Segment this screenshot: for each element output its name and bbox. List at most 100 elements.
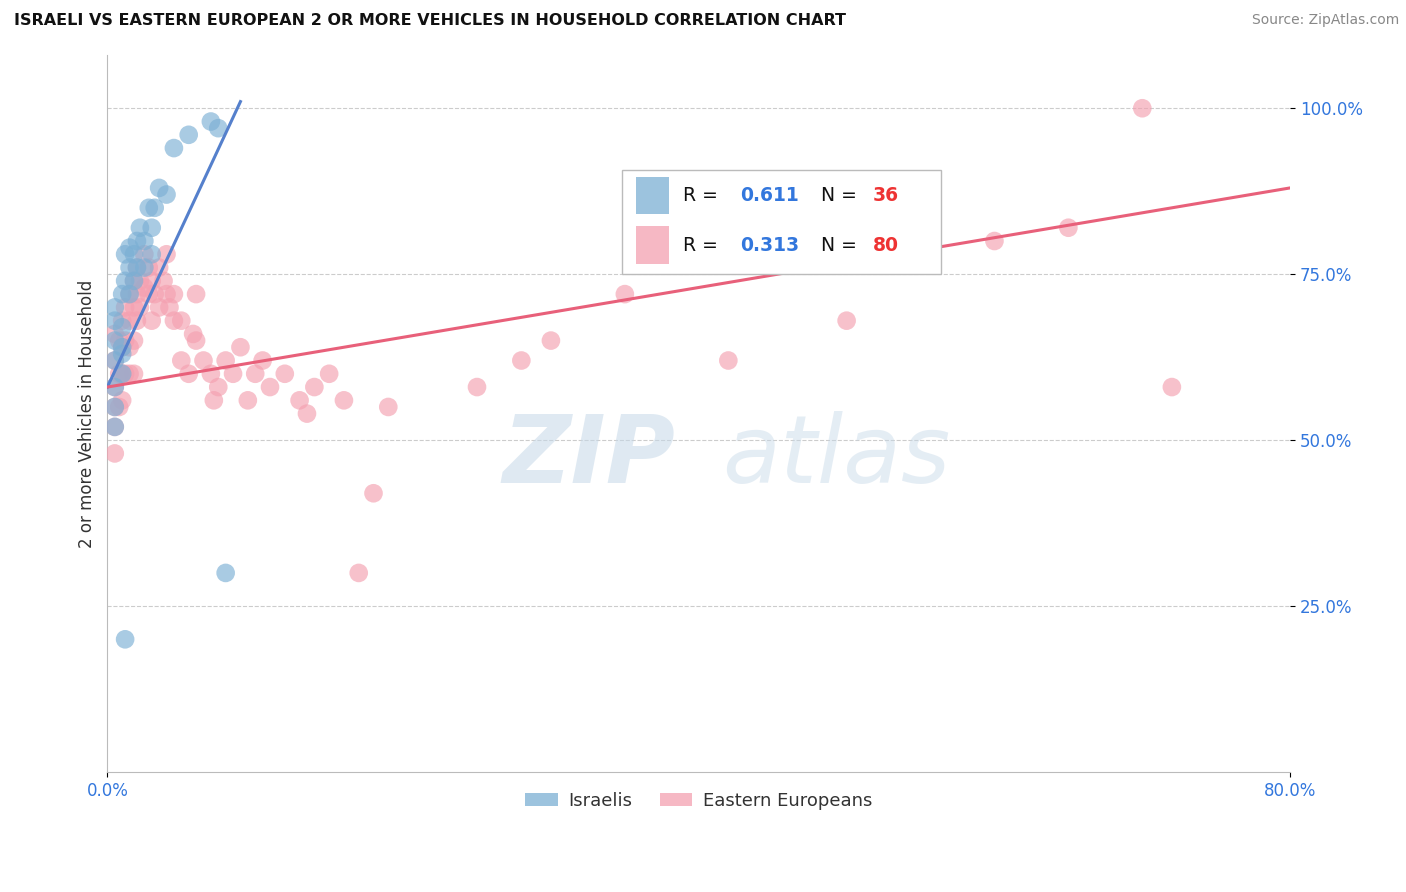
Point <box>236 393 259 408</box>
Point <box>122 301 145 315</box>
Point <box>118 313 141 327</box>
Point <box>141 247 163 261</box>
Y-axis label: 2 or more Vehicles in Household: 2 or more Vehicles in Household <box>79 279 96 548</box>
Point <box>259 380 281 394</box>
Point <box>200 114 222 128</box>
Point <box>104 380 127 394</box>
Point <box>377 400 399 414</box>
Point <box>363 486 385 500</box>
Point <box>104 301 127 315</box>
Legend: Israelis, Eastern Europeans: Israelis, Eastern Europeans <box>517 784 880 817</box>
Text: ISRAELI VS EASTERN EUROPEAN 2 OR MORE VEHICLES IN HOUSEHOLD CORRELATION CHART: ISRAELI VS EASTERN EUROPEAN 2 OR MORE VE… <box>14 13 846 29</box>
Point <box>111 367 134 381</box>
Point <box>138 201 160 215</box>
Point <box>104 446 127 460</box>
Point <box>983 234 1005 248</box>
Point <box>1130 101 1153 115</box>
Point <box>143 201 166 215</box>
Point <box>111 340 134 354</box>
Text: Source: ZipAtlas.com: Source: ZipAtlas.com <box>1251 13 1399 28</box>
Point <box>141 313 163 327</box>
Point <box>141 220 163 235</box>
Point <box>134 280 156 294</box>
Text: 80: 80 <box>873 235 898 254</box>
Point <box>222 367 245 381</box>
Text: 36: 36 <box>873 186 898 205</box>
Point <box>129 220 152 235</box>
Point <box>318 367 340 381</box>
Point <box>155 247 177 261</box>
Point <box>214 353 236 368</box>
Point <box>613 287 636 301</box>
Point <box>108 367 131 381</box>
Point <box>835 313 858 327</box>
Point <box>111 393 134 408</box>
Point <box>245 367 267 381</box>
Point <box>134 260 156 275</box>
Text: N =: N = <box>821 186 862 205</box>
Point <box>111 313 134 327</box>
Point <box>108 400 131 414</box>
Point <box>163 287 186 301</box>
Point <box>111 367 134 381</box>
Text: 0.313: 0.313 <box>740 235 799 254</box>
Point <box>114 274 136 288</box>
Point <box>148 260 170 275</box>
Point <box>134 234 156 248</box>
Point <box>177 367 200 381</box>
Text: 0.611: 0.611 <box>740 186 799 205</box>
Point <box>125 234 148 248</box>
Point <box>347 566 370 580</box>
Point <box>104 380 127 394</box>
Point <box>111 340 134 354</box>
Point <box>304 380 326 394</box>
Point <box>118 287 141 301</box>
Point <box>155 187 177 202</box>
Point <box>118 241 141 255</box>
Point <box>122 367 145 381</box>
Point <box>148 181 170 195</box>
Point <box>138 287 160 301</box>
Point <box>125 313 148 327</box>
Point <box>155 287 177 301</box>
Point <box>717 353 740 368</box>
Point <box>122 274 145 288</box>
Point <box>214 566 236 580</box>
Text: N =: N = <box>821 235 862 254</box>
Point <box>118 260 141 275</box>
Point <box>177 128 200 142</box>
Point <box>274 367 297 381</box>
Point <box>143 287 166 301</box>
Point <box>104 400 127 414</box>
Point <box>111 320 134 334</box>
Bar <box>621 169 941 274</box>
Point <box>295 407 318 421</box>
Point <box>193 353 215 368</box>
Point <box>540 334 562 348</box>
Point <box>252 353 274 368</box>
Point <box>104 420 127 434</box>
Point <box>159 301 181 315</box>
Text: atlas: atlas <box>723 411 950 502</box>
Point <box>207 380 229 394</box>
Point <box>465 380 488 394</box>
Point <box>141 274 163 288</box>
Point <box>1057 220 1080 235</box>
Point <box>108 334 131 348</box>
Point <box>200 367 222 381</box>
Point <box>125 260 148 275</box>
Point <box>184 334 207 348</box>
Text: R =: R = <box>683 186 724 205</box>
Point <box>122 334 145 348</box>
Point <box>104 334 127 348</box>
Point <box>207 121 229 136</box>
Point <box>152 274 174 288</box>
Point <box>111 347 134 361</box>
Point <box>333 393 356 408</box>
Point <box>163 141 186 155</box>
Point <box>104 400 127 414</box>
Point <box>184 287 207 301</box>
Bar <box>636 177 669 214</box>
Point <box>170 313 193 327</box>
Point <box>181 326 204 341</box>
